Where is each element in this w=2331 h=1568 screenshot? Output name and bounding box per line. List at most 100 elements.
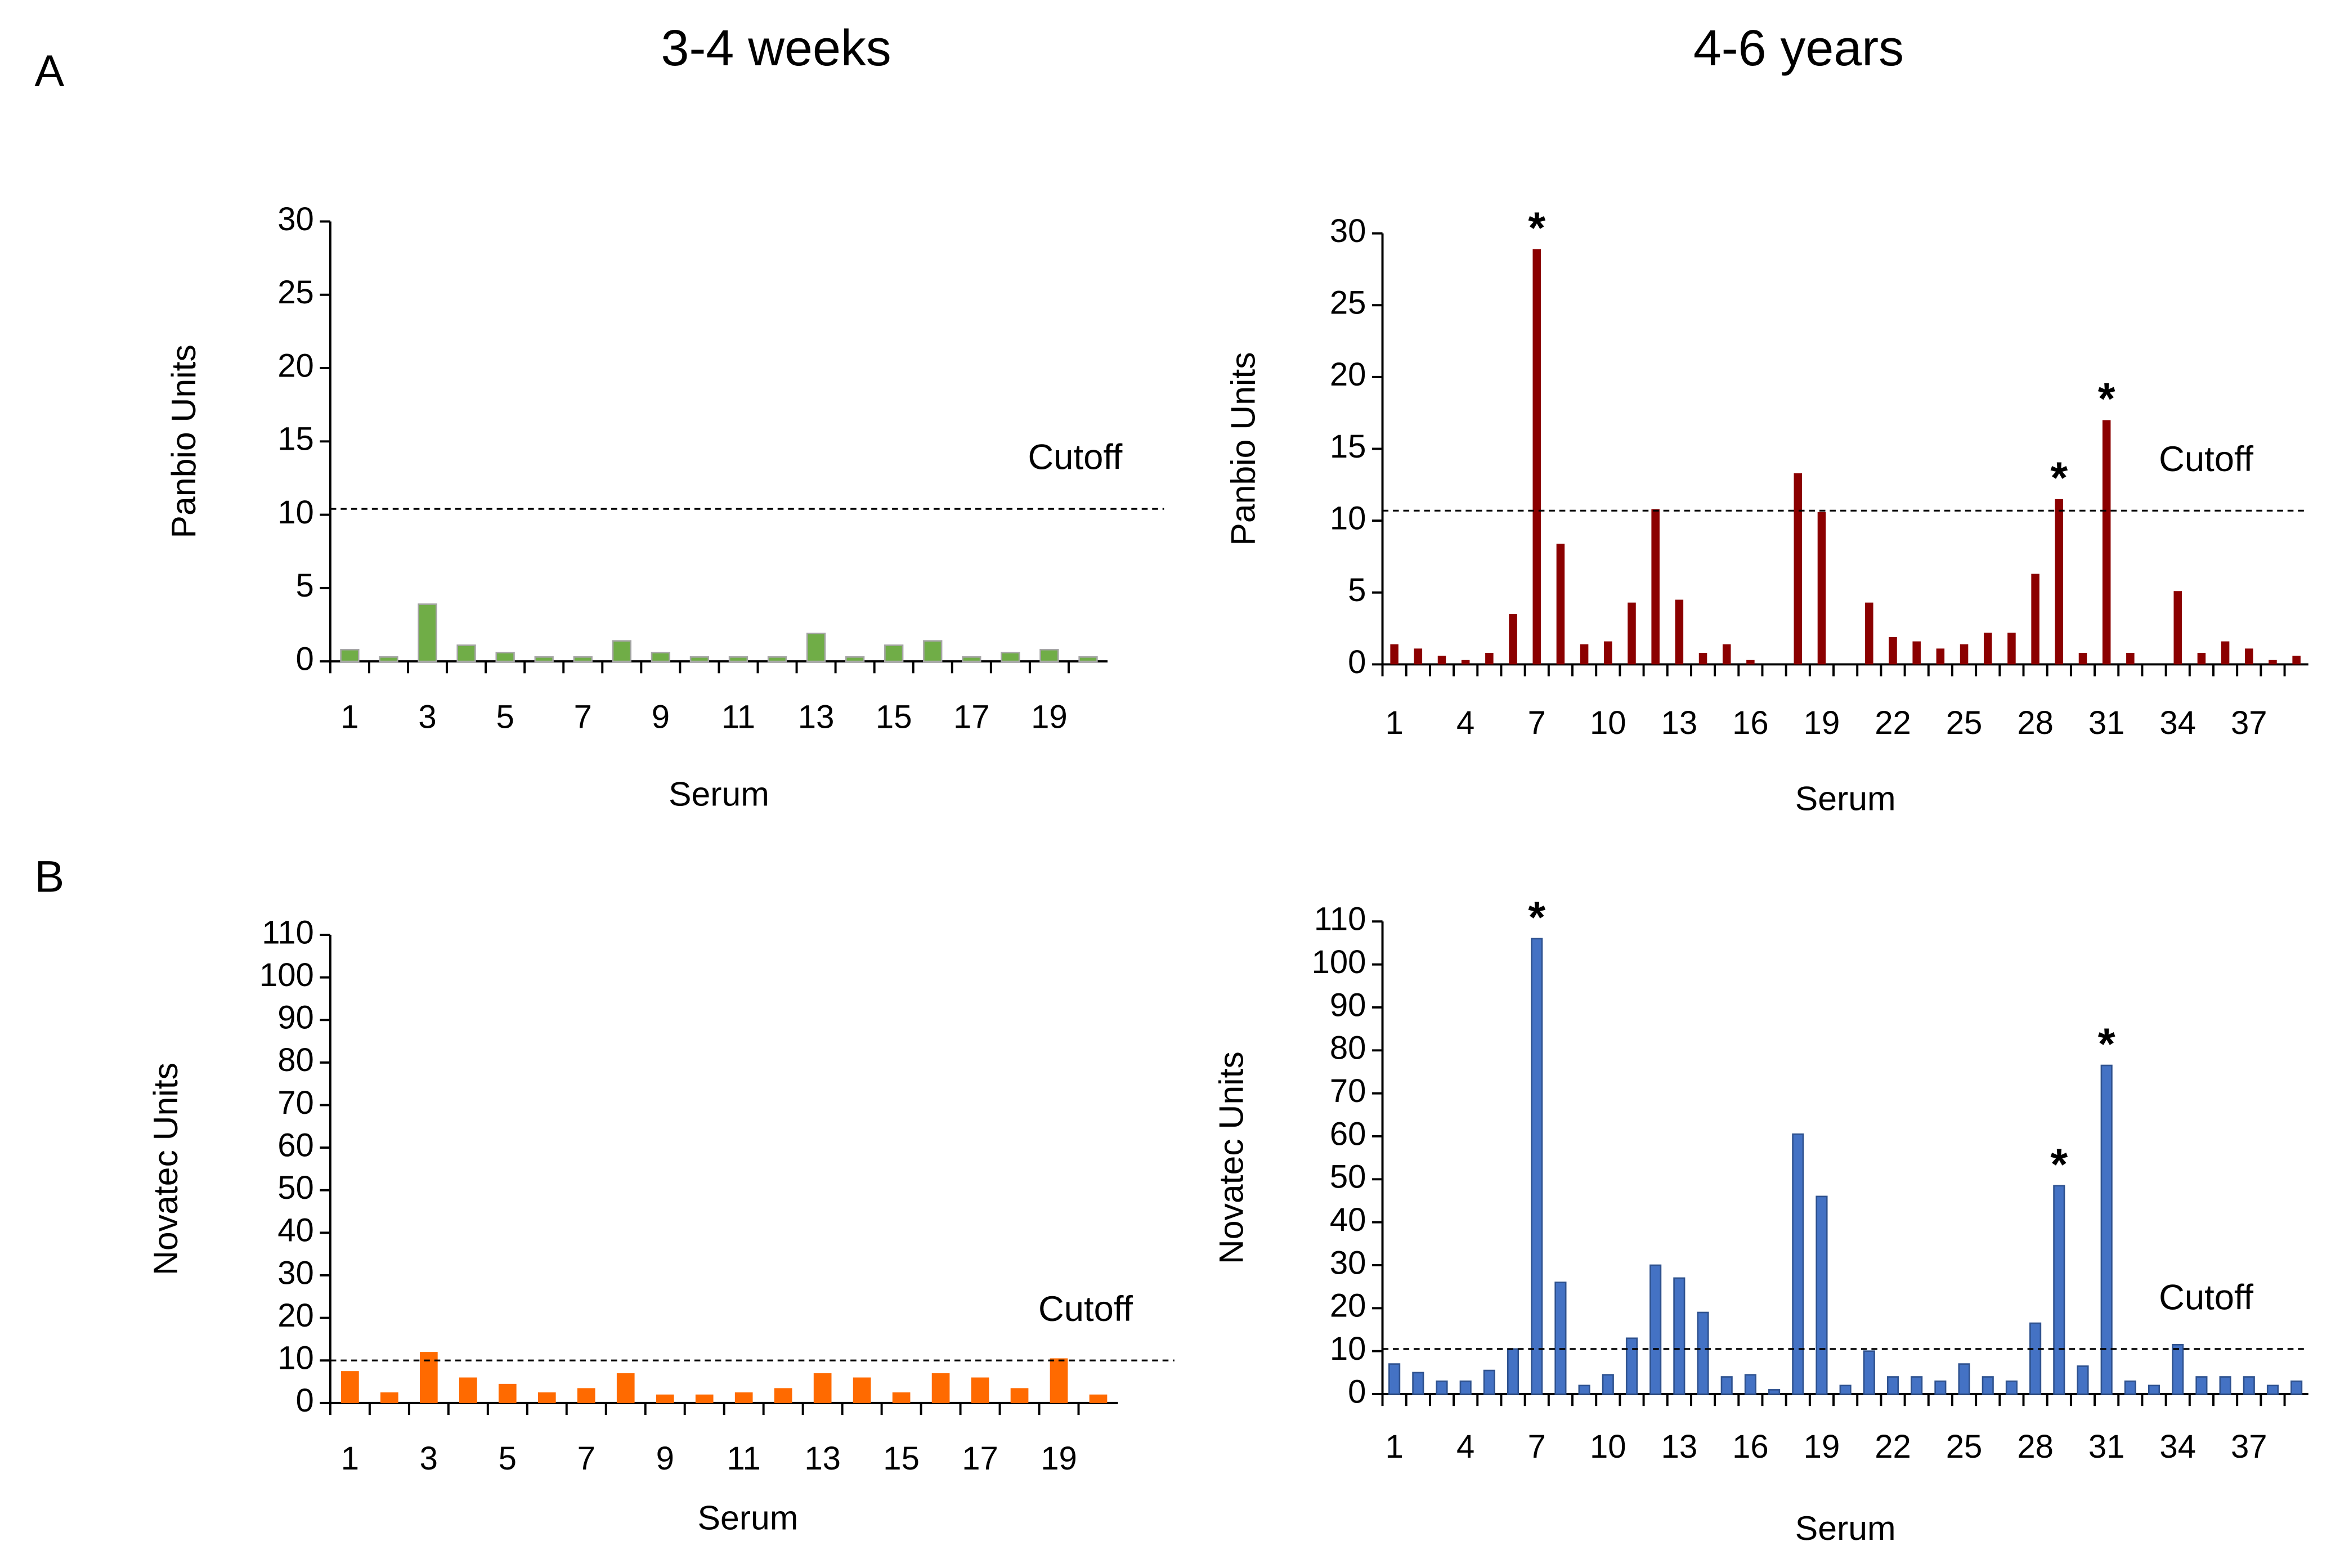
y-tick-label: 110 (1314, 901, 1366, 938)
bar (1983, 633, 1992, 665)
bar (612, 640, 631, 662)
x-tick-label: 13 (798, 698, 835, 735)
bar (1675, 599, 1684, 665)
bar (971, 1377, 989, 1403)
bar (1483, 1369, 1495, 1395)
bar (537, 1392, 556, 1403)
y-tick-label: 50 (1330, 1159, 1366, 1195)
y-tick-label: 40 (277, 1212, 314, 1249)
bar (1817, 512, 1826, 665)
bar (2102, 420, 2111, 665)
bar (1720, 1376, 1733, 1395)
bar (1911, 1376, 1923, 1395)
x-tick-label: 7 (577, 1440, 595, 1477)
x-tick-label: 31 (2088, 1428, 2125, 1465)
bar (1865, 602, 1873, 665)
bar (1554, 1282, 1567, 1395)
x-tick-label: 1 (341, 1440, 359, 1477)
bar (2007, 633, 2016, 665)
annotation: * (2050, 1139, 2068, 1189)
x-tick-label: 4 (1456, 705, 1474, 741)
bar (341, 1371, 359, 1403)
bar (2077, 1365, 2089, 1395)
annotation: * (2098, 1019, 2115, 1069)
x-tick-label: 5 (499, 1440, 517, 1477)
bar (1414, 648, 1423, 665)
panel-label: B (34, 851, 64, 901)
bar (1698, 652, 1707, 665)
y-tick-label: 25 (1330, 285, 1366, 321)
bar (534, 656, 554, 662)
x-tick-label: 25 (1946, 1428, 1983, 1465)
x-tick-label: 4 (1456, 1428, 1474, 1465)
y-tick-label: 30 (1330, 213, 1366, 249)
bar (962, 656, 981, 662)
bar (573, 656, 593, 662)
x-tick-label: 1 (1385, 1428, 1403, 1465)
bar (2055, 499, 2064, 665)
x-tick-label: 9 (656, 1440, 674, 1477)
y-tick-label: 0 (296, 1382, 314, 1419)
bar (2290, 1380, 2303, 1395)
bar (2148, 1385, 2160, 1395)
x-tick-label: 37 (2231, 705, 2267, 741)
y-tick-label: 30 (277, 1255, 314, 1291)
bar (689, 656, 710, 662)
bar (2269, 660, 2277, 665)
y-tick-label: 100 (1312, 944, 1366, 980)
x-tick-label: 3 (420, 1440, 438, 1477)
bar (845, 656, 865, 662)
bar (1889, 637, 1897, 665)
bar (931, 1373, 950, 1403)
bar (1485, 652, 1494, 665)
y-tick-label: 70 (1330, 1073, 1366, 1109)
y-tick-label: 90 (277, 1000, 314, 1036)
cutoff-label: Cutoff (2159, 1278, 2253, 1317)
x-tick-label: 19 (1804, 1428, 1840, 1465)
y-axis-label: Novatec Units (1212, 1051, 1250, 1264)
bar (853, 1377, 871, 1403)
x-tick-label: 19 (1804, 705, 1840, 741)
bar (2221, 641, 2230, 665)
x-tick-label: 31 (2088, 705, 2125, 741)
y-axis-label: Novatec Units (146, 1063, 185, 1275)
x-tick-label: 19 (1031, 698, 1068, 735)
bar (418, 603, 437, 662)
x-tick-label: 13 (1661, 705, 1698, 741)
bar (1602, 1374, 1614, 1395)
bar (2172, 1343, 2184, 1395)
bar (459, 1377, 477, 1403)
bar (2245, 648, 2253, 665)
x-tick-label: 17 (953, 698, 990, 735)
bar (1886, 1376, 1899, 1395)
bar (1958, 1363, 1970, 1395)
bar (1912, 641, 1921, 665)
bar (1461, 660, 1470, 665)
x-tick-label: 13 (804, 1440, 841, 1477)
y-tick-label: 15 (277, 421, 314, 458)
bar (1390, 644, 1398, 665)
bar (1863, 1350, 1875, 1395)
y-tick-label: 70 (277, 1085, 314, 1121)
bar (1936, 648, 1945, 665)
y-tick-label: 90 (1330, 987, 1366, 1023)
bar (1649, 1264, 1662, 1395)
bar (1580, 644, 1589, 665)
x-tick-label: 11 (727, 1440, 761, 1477)
x-tick-label: 34 (2159, 1428, 2196, 1465)
bar (2029, 1322, 2042, 1395)
cutoff-label: Cutoff (1028, 438, 1123, 477)
annotation: * (2098, 374, 2115, 424)
panel-label: A (34, 46, 64, 96)
bar (1412, 1372, 1424, 1395)
bar (1934, 1380, 1947, 1395)
x-tick-label: 22 (1875, 1428, 1911, 1465)
bar (767, 656, 787, 662)
y-tick-label: 110 (262, 914, 314, 951)
bar (1722, 644, 1731, 665)
x-tick-label: 13 (1661, 1428, 1698, 1465)
bar (1651, 509, 1660, 665)
y-tick-label: 0 (1348, 644, 1366, 680)
bar (1604, 641, 1612, 665)
x-tick-label: 15 (876, 698, 912, 735)
